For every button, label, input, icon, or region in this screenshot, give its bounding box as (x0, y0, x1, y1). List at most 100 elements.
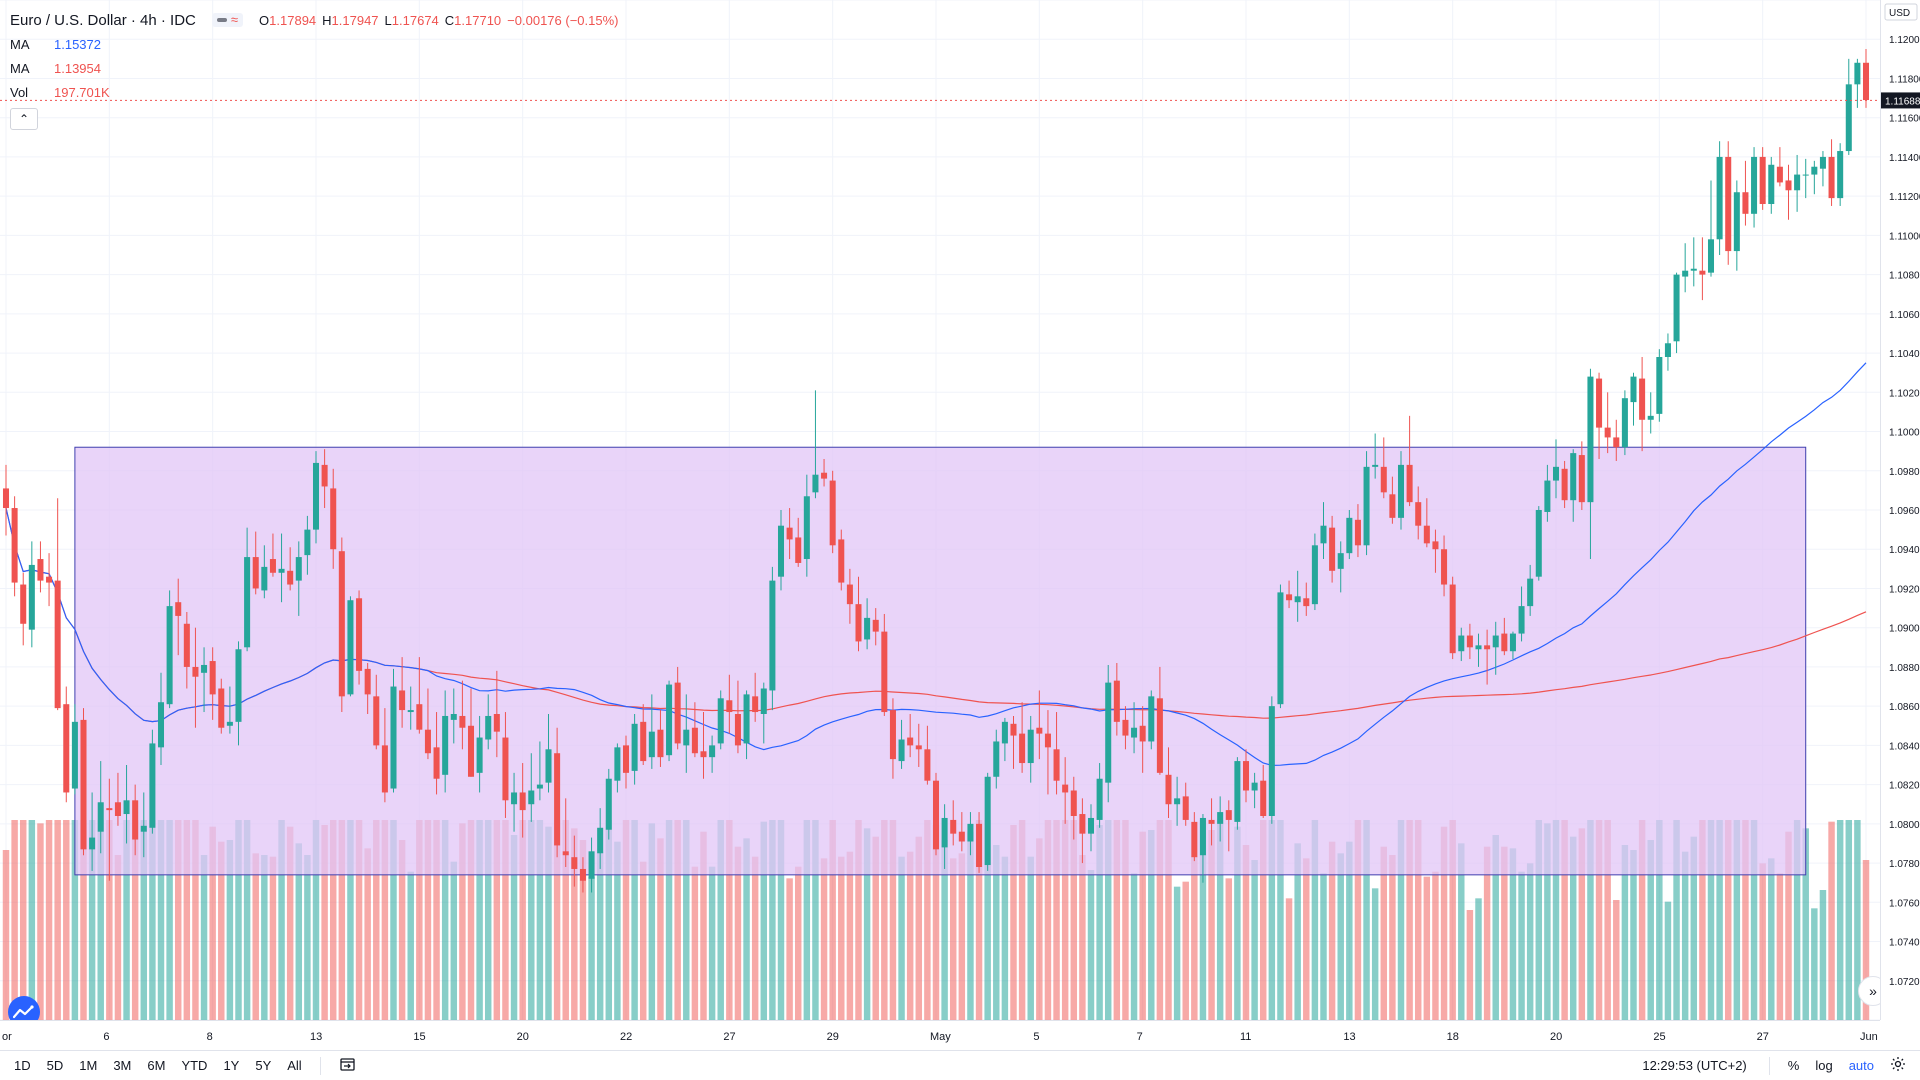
legend-visibility-toggle[interactable]: ≈ (211, 13, 244, 27)
candle (399, 657, 406, 728)
candle-body (450, 714, 457, 720)
candle-body (1837, 151, 1844, 199)
candle (1501, 617, 1508, 656)
candle (37, 541, 44, 593)
volume-bar (11, 820, 18, 1020)
candle (588, 837, 595, 893)
volume-bar (209, 826, 216, 1020)
volume-bar (596, 851, 604, 1020)
auto-scale-toggle[interactable]: auto (1848, 1058, 1874, 1073)
candle-body (1346, 517, 1353, 554)
candle (571, 835, 578, 887)
candle-body (11, 508, 18, 583)
price-axis[interactable]: 1.12000 1.11800 1.11600 1.11400 1.11200 1.110… (1880, 0, 1920, 1020)
candle-body (1208, 819, 1215, 824)
candlestick-chart[interactable] (0, 0, 1880, 1021)
candle (1096, 763, 1103, 828)
candle (244, 527, 251, 652)
candle (1716, 141, 1723, 255)
candle (1475, 633, 1482, 667)
volume-bar (1595, 820, 1603, 1020)
candle-body (114, 802, 121, 816)
go-to-date-button[interactable] (331, 1056, 365, 1075)
range-6m-button[interactable]: 6M (147, 1058, 166, 1073)
candle-body (1432, 541, 1439, 550)
candle (1682, 243, 1689, 293)
indicator-ma-slow[interactable]: MA 1.13954 (10, 56, 624, 80)
candle (666, 680, 673, 762)
candle (424, 688, 431, 760)
indicator-value: 1.15372 (54, 36, 101, 52)
candle (416, 657, 423, 734)
candle (1380, 437, 1387, 499)
candle (950, 800, 957, 846)
indicator-value: 1.13954 (54, 60, 101, 76)
volume-bar (459, 823, 466, 1020)
volume-bar (1716, 820, 1723, 1020)
volume-bar (571, 828, 578, 1020)
candle-body (1733, 192, 1740, 252)
candle-body (1802, 174, 1809, 176)
volume-bar (424, 820, 432, 1020)
time-axis[interactable]: or 6 8 13 15 20 22 27 29 May 5 7 11 13 18 20 25 27 Jun (0, 1020, 1880, 1050)
candle-body (1019, 733, 1026, 764)
candle-body (803, 496, 810, 560)
range-5d-button[interactable]: 5D (46, 1058, 64, 1073)
volume-bar (1173, 886, 1181, 1020)
volume-bar (2, 850, 10, 1020)
time-label: 5 (1033, 1031, 1039, 1043)
collapse-legend-button[interactable]: ⌃ (10, 108, 38, 130)
bottom-toolbar: 1D 5D 1M 3M 6M YTD 1Y 5Y All 12:29:53 (U… (0, 1050, 1920, 1080)
candle-body (1561, 468, 1568, 501)
range-3m-button[interactable]: 3M (113, 1058, 132, 1073)
volume-bar (786, 878, 793, 1020)
price-scale: 1.12000 1.11800 1.11600 1.11400 1.11200 1.110… (1881, 3, 1920, 988)
candle (1484, 629, 1491, 685)
indicator-ma-fast[interactable]: MA 1.15372 (10, 32, 624, 56)
volume-bar (45, 820, 53, 1020)
candle-body (149, 743, 156, 828)
candle-body (1578, 455, 1585, 503)
range-all-button[interactable]: All (287, 1058, 302, 1073)
price-label: 1.08200 (1889, 781, 1920, 792)
chart-pane[interactable]: Euro / U.S. Dollar · 4h · IDC ≈ O 1.1789… (0, 0, 1888, 1028)
range-1m-button[interactable]: 1M (79, 1058, 98, 1073)
range-1d-button[interactable]: 1D (14, 1058, 31, 1073)
log-scale-toggle[interactable]: log (1815, 1058, 1833, 1073)
clock-display[interactable]: 12:29:53 (UTC+2) (1642, 1058, 1747, 1073)
indicator-volume[interactable]: Vol 197.701K (10, 80, 624, 104)
time-label: 13 (1343, 1031, 1355, 1043)
price-label: 1.10200 (1889, 388, 1920, 399)
candle-body (1716, 156, 1723, 240)
volume-bar (657, 838, 664, 1020)
symbol-title[interactable]: Euro / U.S. Dollar · 4h · IDC (10, 11, 196, 29)
candle (114, 772, 121, 826)
candle (614, 743, 621, 793)
volume-bar (545, 826, 552, 1020)
candle (829, 470, 836, 554)
candle (1311, 533, 1318, 611)
candle-body (175, 602, 182, 616)
candle (976, 812, 983, 873)
range-ytd-button[interactable]: YTD (181, 1058, 208, 1073)
time-label: 29 (827, 1031, 839, 1043)
range-1y-button[interactable]: 1Y (223, 1058, 240, 1073)
time-label: 18 (1447, 1031, 1459, 1043)
candle-body (347, 600, 354, 695)
candle-body (709, 745, 716, 758)
candle (407, 686, 414, 730)
volume-bar (777, 820, 785, 1020)
candle (1286, 580, 1293, 609)
candle-body (1096, 778, 1103, 820)
double-chevron-right-icon: » (1869, 983, 1877, 999)
range-5y-button[interactable]: 5Y (255, 1058, 272, 1073)
candle-body (915, 745, 922, 750)
ma-fast-line (5, 362, 1867, 767)
volume-bar (1036, 838, 1043, 1020)
candle (511, 772, 518, 832)
time-label: 11 (1240, 1031, 1251, 1043)
percent-scale-toggle[interactable]: % (1787, 1058, 1800, 1073)
volume-bar (114, 855, 122, 1020)
chart-settings-button[interactable] (1882, 1056, 1914, 1075)
candle (1156, 666, 1163, 775)
